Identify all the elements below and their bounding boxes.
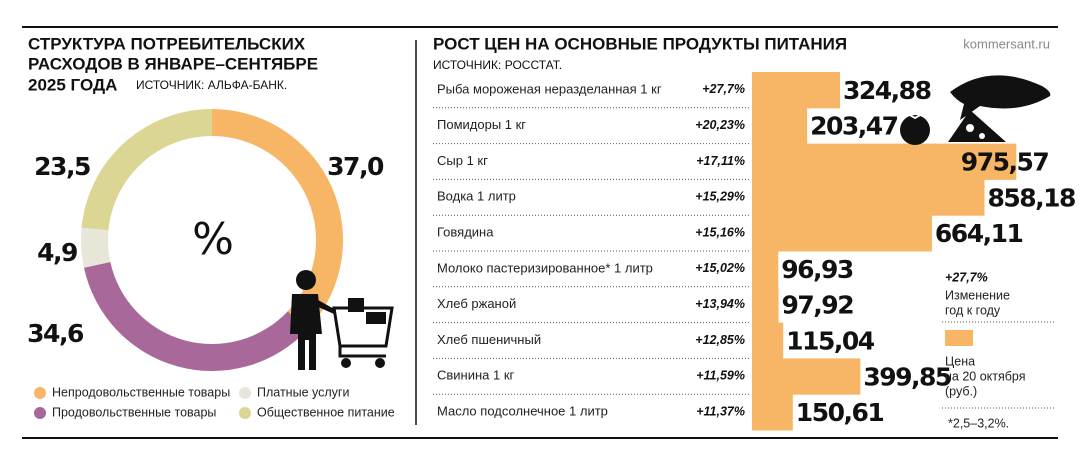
legend-text: год к году [945,303,1001,317]
legend-swatch [945,330,973,346]
category-label: Водка 1 литр [437,189,516,204]
donut-segment [81,227,111,268]
change-label: +15,16% [695,225,745,239]
legend-label: Непродовольственные товары [52,385,230,399]
category-label: Свинина 1 кг [437,368,515,383]
value-label: 23,5 [34,152,90,181]
bar [752,143,1017,180]
icon [341,358,351,368]
bar [752,72,841,109]
legend-label: Общественное питание [257,405,395,419]
donut-segment [83,262,308,371]
title-line: 2025 ГОДА [28,75,117,94]
icon [900,115,930,145]
category-label: Хлеб пшеничный [437,332,541,347]
category-label: Хлеб ржаной [437,296,516,311]
donut-segment [81,109,212,231]
icon [907,113,923,120]
value-label: 97,92 [782,291,854,320]
icon [348,298,364,312]
icon [316,300,336,314]
icon [979,133,985,139]
change-label: +15,29% [695,190,745,204]
legend-label: Платные услуги [257,385,349,399]
icon [950,75,1051,120]
legend-swatch [34,407,46,419]
change-label: +15,02% [695,261,745,275]
legend-swatch [239,387,251,399]
icon [375,358,385,368]
value-label: 37,0 [327,152,384,181]
icon [948,110,1006,142]
category-label: Сыр 1 кг [437,153,488,168]
value-label: 4,9 [37,238,77,267]
value-label: 34,6 [27,319,84,348]
title-line: СТРУКТУРА ПОТРЕБИТЕЛЬСКИХ [28,34,306,53]
legend-text: на 20 октября [945,369,1026,383]
icon [366,312,386,324]
title-line: РАСХОДОВ В ЯНВАРЕ–СЕНТЯБРЕ [28,54,318,73]
center-label: % [192,214,234,265]
chart-title: РОСТ ЦЕН НА ОСНОВНЫЕ ПРОДУКТЫ ПИТАНИЯ [433,34,847,53]
value-label: 203,47 [810,112,898,141]
source: ИСТОЧНИК: АЛЬФА-БАНК. [136,78,287,92]
bar [752,107,808,145]
category-label: Масло подсолнечное 1 литр [437,404,608,419]
icon [290,294,322,370]
legend-swatch [34,387,46,399]
change-label: +12,85% [695,333,745,347]
legend-text: Изменение [945,288,1010,302]
icon [332,306,394,348]
legend-label: Продовольственные товары [52,405,216,419]
bar [752,179,985,216]
bar [752,394,793,431]
value-label: 858,18 [987,183,1075,212]
category-label: Молоко пастеризированное* 1 литр [437,260,653,275]
source: ИСТОЧНИК: РОССТАТ. [433,58,562,72]
change-label: +13,94% [695,297,745,311]
source-site: kommersant.ru [963,36,1050,51]
bar [752,322,784,359]
category-label: Рыба мороженая неразделанная 1 кг [437,81,662,96]
value-label: 96,93 [781,255,853,284]
category-label: Помидоры 1 кг [437,117,526,132]
change-label: +20,23% [695,118,745,132]
legend-change: +27,7% [945,270,988,284]
change-label: +27,7% [702,82,745,96]
legend-text: (руб.) [945,384,977,398]
footnote: *2,5–3,2%. [948,416,1009,430]
category-label: Говядина [437,225,494,240]
value-label: 324,88 [843,76,931,105]
value-label: 115,04 [786,327,875,356]
icon [338,346,386,358]
legend-swatch [239,407,251,419]
value-label: 975,57 [961,148,1049,177]
value-label: 664,11 [935,219,1023,248]
change-label: +17,11% [696,154,745,168]
change-label: +11,59% [696,369,745,383]
icon [296,270,316,290]
value-label: 150,61 [796,398,884,427]
bar [752,286,779,324]
value-label: 399,85 [863,362,951,391]
icon [966,124,974,132]
bar [752,251,779,288]
change-label: +11,37% [696,404,745,418]
legend-text: Цена [945,354,975,368]
bar [752,358,861,395]
icons [290,75,1051,370]
bar [752,215,932,252]
